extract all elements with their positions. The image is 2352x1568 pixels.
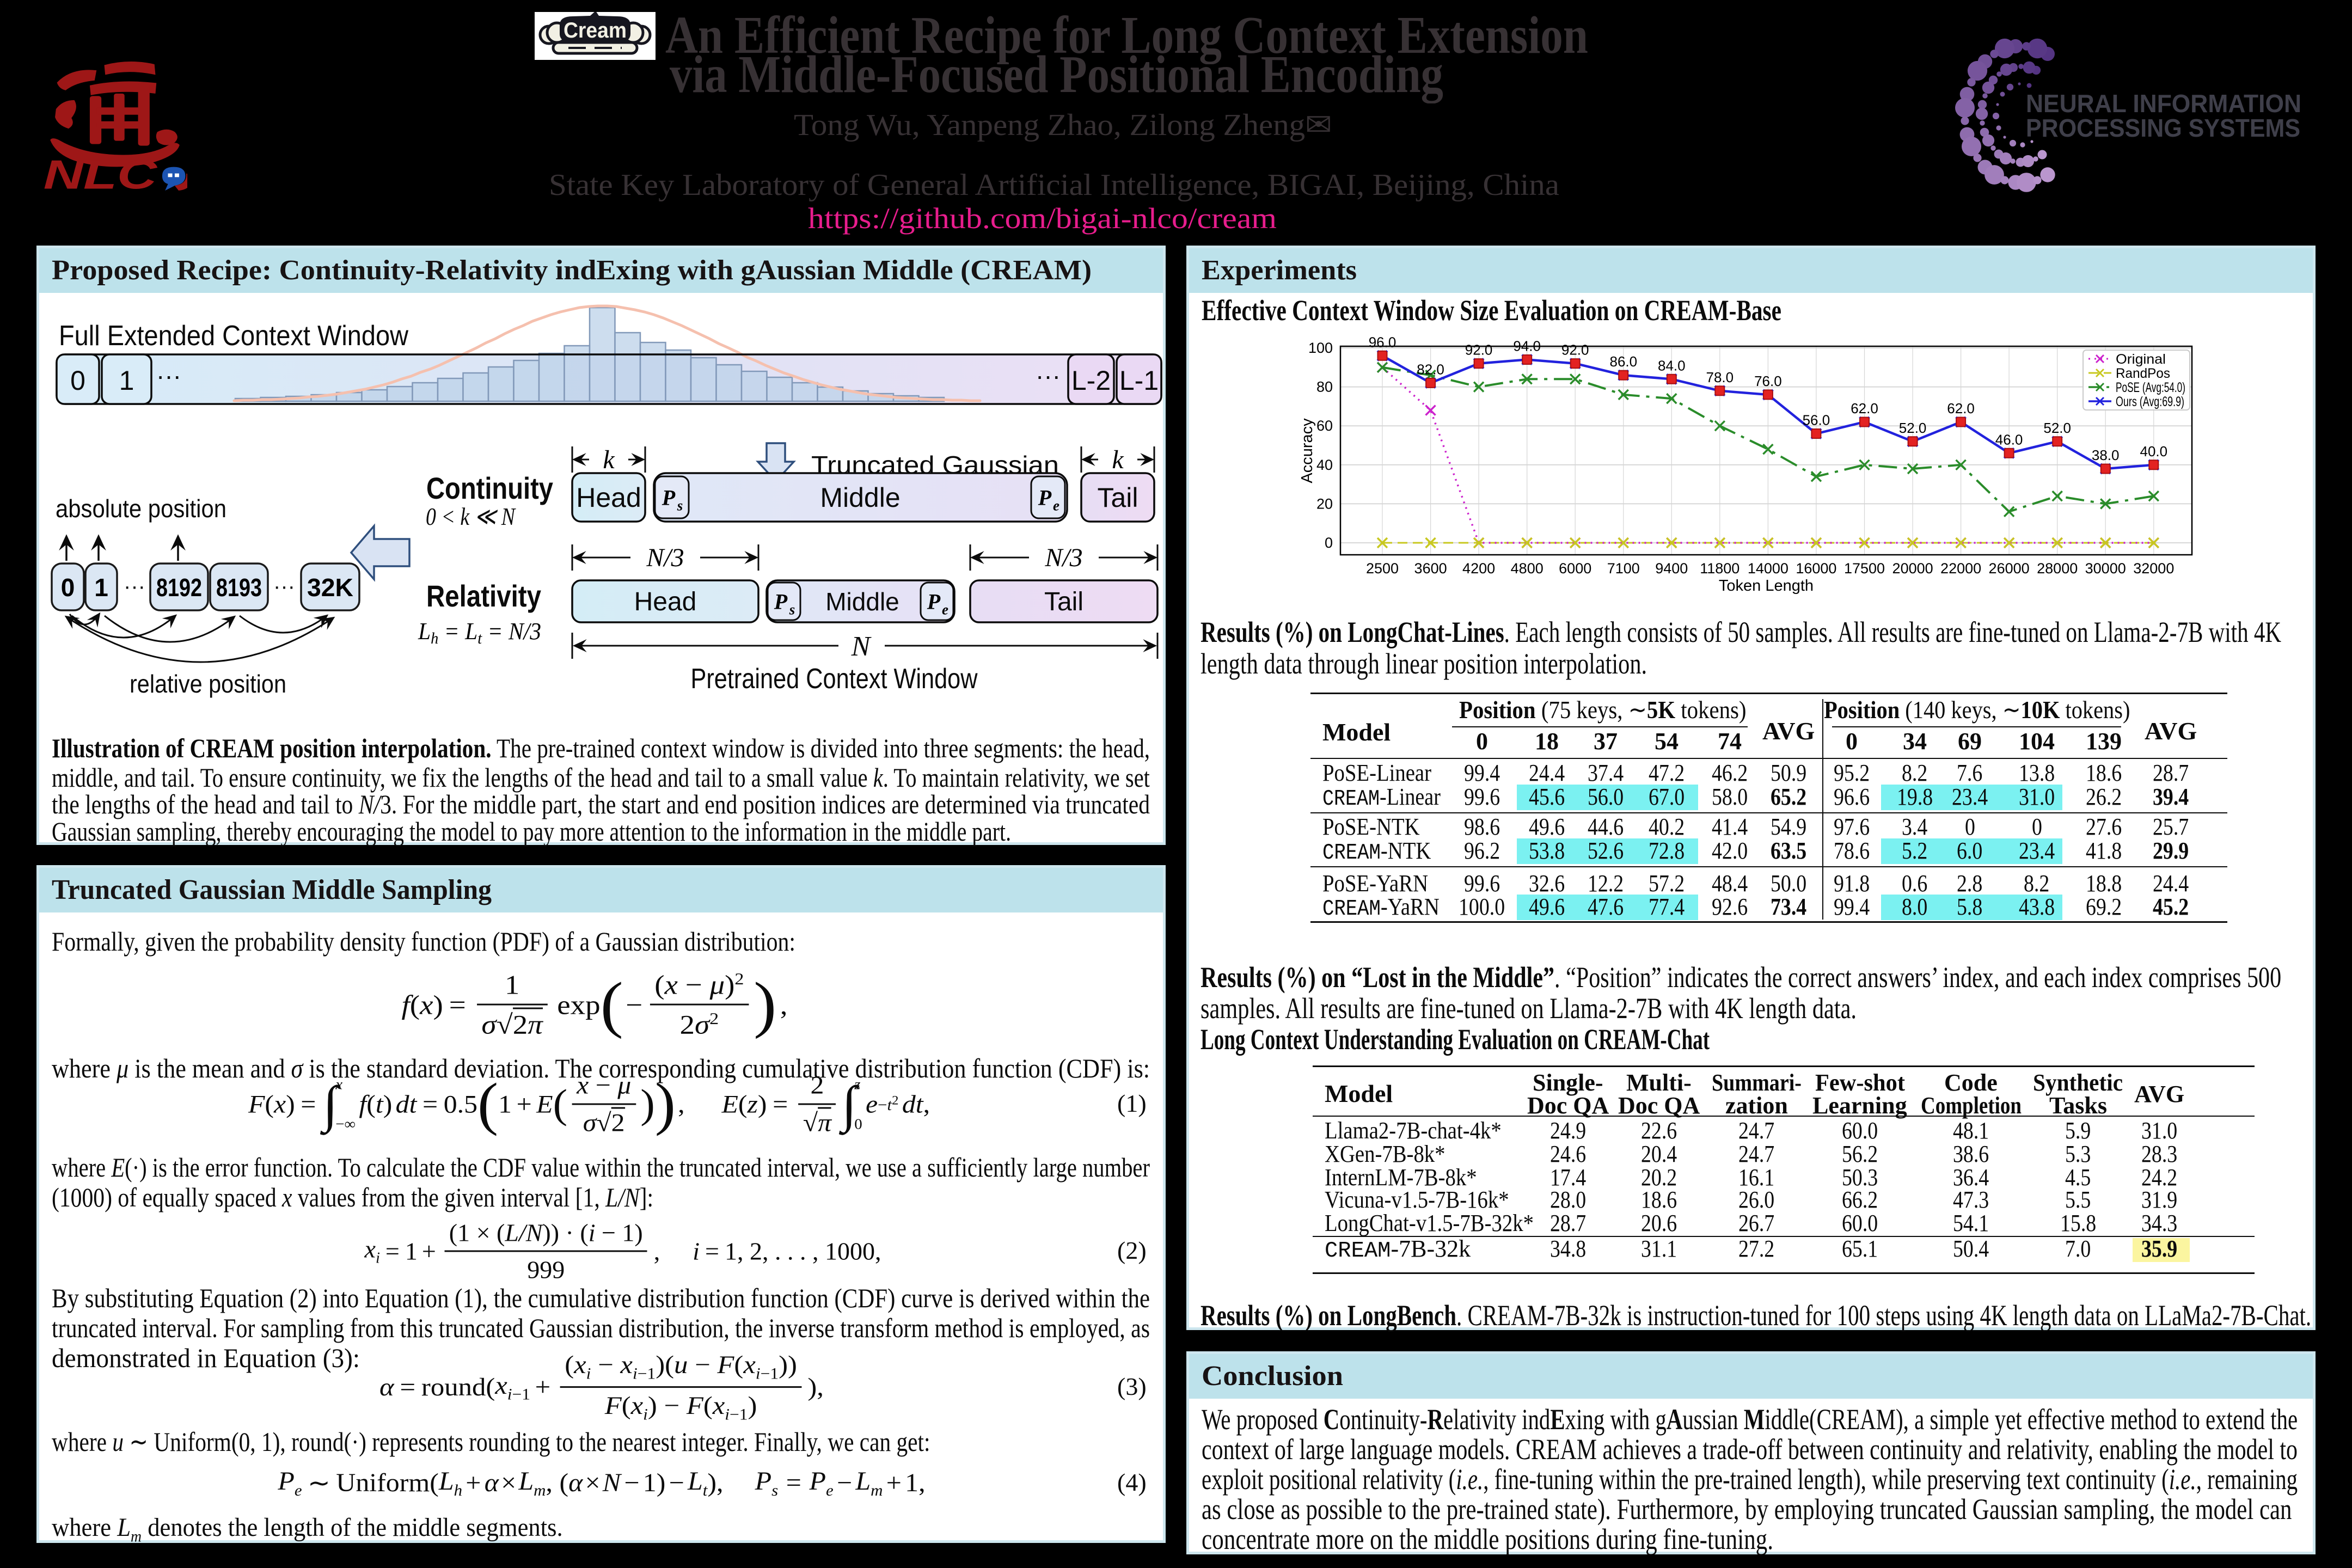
svg-text:P: P (774, 590, 788, 614)
svg-text:N/3: N/3 (646, 543, 684, 572)
svg-text:k: k (1112, 445, 1124, 474)
svg-text:14000: 14000 (1748, 560, 1788, 577)
svg-text:76.0: 76.0 (1754, 373, 1782, 389)
svg-text:0: 0 (70, 365, 85, 396)
svg-text:N/3: N/3 (1044, 543, 1082, 572)
svg-text:32000: 32000 (2133, 560, 2174, 577)
svg-text:Token Length: Token Length (1719, 577, 1814, 595)
svg-text:NLC: NLC (44, 152, 158, 191)
svg-text:38.0: 38.0 (2092, 447, 2120, 463)
svg-text:28000: 28000 (2037, 560, 2078, 577)
svg-text:92.0: 92.0 (1465, 342, 1493, 358)
svg-text:40: 40 (1316, 457, 1333, 473)
svg-text:2500: 2500 (1366, 560, 1399, 577)
svg-text:3600: 3600 (1414, 560, 1447, 577)
svg-text:e: e (942, 602, 948, 618)
svg-text:Accuracy: Accuracy (1298, 418, 1316, 483)
svg-text:62.0: 62.0 (1851, 400, 1878, 416)
svg-text:17500: 17500 (1844, 560, 1885, 577)
svg-text:78.0: 78.0 (1706, 369, 1734, 385)
svg-text:80: 80 (1316, 379, 1333, 395)
svg-text:RandPos: RandPos (2116, 366, 2170, 381)
svg-text:Pretrained Context Window: Pretrained Context Window (691, 663, 978, 695)
svg-text:PoSE (Avg:54.0): PoSE (Avg:54.0) (2116, 380, 2185, 395)
svg-text:0 < k ≪ N: 0 < k ≪ N (426, 503, 516, 530)
svg-text:Tail: Tail (1044, 587, 1083, 616)
svg-text:20000: 20000 (1892, 560, 1933, 577)
svg-text:L-1: L-1 (1119, 365, 1159, 396)
svg-text:1: 1 (119, 365, 134, 396)
svg-text:Full Extended Context Window: Full Extended Context Window (59, 320, 408, 352)
svg-text:8193: 8193 (216, 573, 262, 602)
svg-text:s: s (789, 602, 795, 618)
svg-text:4800: 4800 (1511, 560, 1543, 577)
svg-text:82.0: 82.0 (1417, 361, 1444, 377)
svg-text:Lh = Lt = N/3: Lh = Lt = N/3 (418, 618, 541, 647)
svg-text:Head: Head (576, 482, 641, 513)
svg-text:92.0: 92.0 (1561, 342, 1589, 358)
svg-text:···: ··· (1036, 362, 1061, 390)
svg-text:22000: 22000 (1940, 560, 1981, 577)
svg-text:P: P (1038, 486, 1052, 510)
svg-text:26000: 26000 (1989, 560, 2030, 577)
svg-text:Continuity: Continuity (426, 471, 553, 505)
svg-text:94.0: 94.0 (1513, 338, 1541, 354)
svg-text:···: ··· (273, 574, 295, 598)
svg-text:46.0: 46.0 (1995, 431, 2023, 448)
svg-text:11800: 11800 (1700, 560, 1739, 577)
svg-text:16000: 16000 (1796, 560, 1836, 577)
svg-text:s: s (677, 498, 683, 514)
svg-text:Middle: Middle (825, 587, 899, 616)
svg-text:Middle: Middle (820, 482, 900, 513)
svg-text:9400: 9400 (1655, 560, 1688, 577)
svg-text:PROCESSING SYSTEMS: PROCESSING SYSTEMS (2026, 114, 2300, 142)
svg-text:NEURAL INFORMATION: NEURAL INFORMATION (2026, 89, 2301, 118)
svg-text:k: k (603, 445, 615, 474)
svg-text:0: 0 (1325, 535, 1333, 551)
svg-text:Relativity: Relativity (426, 579, 541, 613)
svg-text:96.0: 96.0 (1369, 334, 1396, 350)
svg-text:52.0: 52.0 (2043, 420, 2071, 436)
svg-text:32K: 32K (307, 573, 353, 602)
svg-text:Cream: Cream (564, 19, 627, 42)
svg-text:100: 100 (1308, 340, 1333, 356)
svg-text:P: P (661, 486, 676, 510)
svg-text:N: N (851, 631, 872, 662)
svg-text:52.0: 52.0 (1899, 420, 1927, 436)
svg-text:Ours (Avg:69.9): Ours (Avg:69.9) (2116, 394, 2184, 409)
svg-text:···: ··· (156, 362, 181, 390)
svg-text:7100: 7100 (1607, 560, 1640, 577)
svg-text:Original: Original (2116, 352, 2166, 367)
svg-text:20: 20 (1316, 495, 1333, 512)
svg-text:L-2: L-2 (1071, 365, 1111, 396)
svg-text:1: 1 (94, 573, 108, 602)
svg-text:60: 60 (1316, 418, 1333, 434)
svg-text:4200: 4200 (1462, 560, 1495, 577)
svg-text:Tail: Tail (1097, 482, 1138, 513)
svg-text:···: ··· (124, 574, 145, 598)
svg-text:6000: 6000 (1559, 560, 1591, 577)
svg-text:30000: 30000 (2085, 560, 2126, 577)
svg-text:62.0: 62.0 (1947, 400, 1975, 416)
svg-text:0: 0 (61, 573, 75, 602)
svg-text:8192: 8192 (156, 573, 202, 602)
svg-text:56.0: 56.0 (1803, 412, 1830, 428)
svg-text:P: P (927, 590, 941, 614)
svg-text:Head: Head (634, 587, 697, 616)
svg-text:86.0: 86.0 (1609, 353, 1637, 370)
svg-text:e: e (1053, 498, 1059, 514)
svg-text:relative position: relative position (130, 670, 286, 698)
svg-text:40.0: 40.0 (2140, 443, 2167, 460)
svg-text:absolute position: absolute position (56, 494, 226, 523)
svg-text:84.0: 84.0 (1658, 357, 1686, 373)
